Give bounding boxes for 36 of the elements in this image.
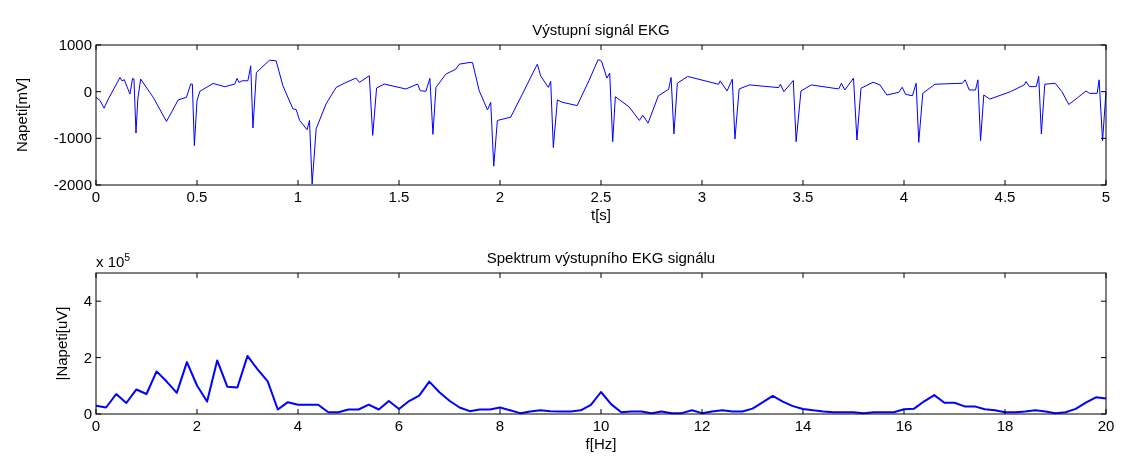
y-tick-label: 0 (83, 82, 92, 100)
x-tick-label: 10 (592, 417, 610, 434)
x-tick-label: 16 (895, 417, 913, 434)
x-axis-title: t[s] (590, 206, 612, 223)
x-tick-label: 1 (293, 188, 303, 205)
x-tick-label: 5 (1101, 188, 1111, 205)
chart-title: Výstupní signál EKG (532, 21, 670, 38)
text: x 10$^{5}$ (96, 251, 131, 270)
x-tick-label: 20 (1097, 417, 1115, 434)
x-tick-label: 6 (394, 417, 404, 434)
line-series (95, 354, 1107, 415)
x-tick-label: 3 (697, 188, 707, 205)
y-axis-title: |Napeti[uV] (53, 306, 70, 381)
x-tick-label: 12 (693, 417, 711, 434)
x-tick-label: 8 (495, 417, 505, 434)
y-tick-label: -1000 (53, 129, 92, 147)
x-tick-label: 2.5 (590, 188, 612, 205)
y-tick-label: 0 (83, 405, 92, 422)
x-tick-label: 1.5 (388, 188, 410, 205)
y-tick-label: 2 (83, 348, 92, 366)
x-tick-label: 4.5 (994, 188, 1016, 205)
x-tick-label: 0.5 (186, 188, 208, 205)
x-tick-label: 18 (996, 417, 1014, 434)
y-tick-label: -2000 (53, 176, 92, 193)
y-tick-label: 4 (83, 292, 92, 310)
x-tick-label: 4 (899, 188, 909, 205)
x-tick-label: 4 (293, 417, 303, 434)
x-tick-label: 2 (495, 188, 505, 205)
y-tick-label: 1000 (58, 36, 92, 53)
x-tick-label: 14 (794, 417, 812, 434)
x-tick-label: 2 (192, 417, 202, 434)
x-axis-title: f[Hz] (585, 435, 617, 452)
line-series (95, 59, 1107, 185)
chart-title: Spektrum výstupního EKG signálu (486, 249, 716, 266)
y-axis-title: Napeti[mV] (13, 77, 30, 153)
x-tick-label: 3.5 (792, 188, 814, 205)
